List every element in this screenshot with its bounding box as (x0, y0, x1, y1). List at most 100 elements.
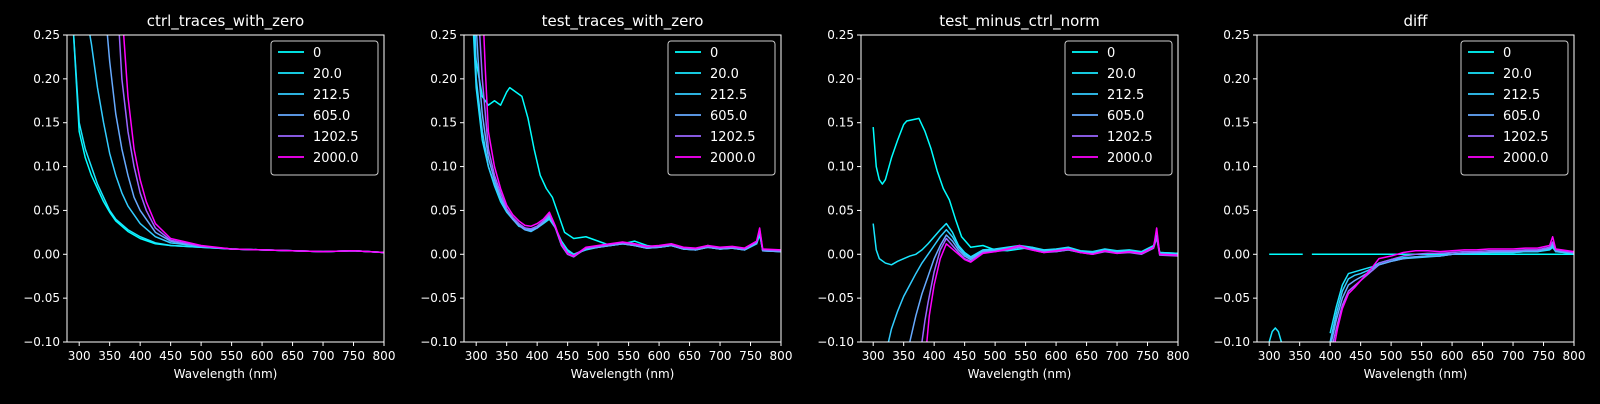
legend-entry-label: 212.5 (710, 88, 747, 103)
legend-entry-label: 2000.0 (1107, 151, 1153, 166)
chart-title: test_minus_ctrl_norm (939, 12, 1100, 31)
plot-frame (66, 34, 385, 343)
y-tick-label: −0.10 (23, 335, 60, 349)
legend-entry-label: 2000.0 (313, 151, 359, 166)
x-tick-label: 400 (526, 349, 549, 363)
y-tick-label: 0.05 (1223, 203, 1250, 217)
y-tick-label: 0.20 (430, 72, 457, 86)
x-tick-label: 300 (68, 349, 91, 363)
series-line-20.0 (1268, 246, 1574, 342)
x-axis-label: Wavelength (nm) (968, 367, 1072, 381)
y-tick-label: −0.10 (1213, 335, 1250, 349)
legend-entry-label: 1202.5 (1503, 130, 1549, 145)
x-tick-label: 300 (1258, 349, 1281, 363)
x-tick-label: 800 (770, 349, 793, 363)
x-tick-label: 500 (587, 349, 610, 363)
y-tick-label: 0.20 (33, 72, 60, 86)
y-tick-label: 0.20 (827, 72, 854, 86)
y-tick-label: 0.00 (827, 247, 854, 261)
x-tick-label: 400 (923, 349, 946, 363)
legend: 0 20.0 212.5 605.0 1202.5 2000.0 (1064, 40, 1173, 176)
legend-box (1064, 40, 1173, 176)
chart-panel-0: ctrl_traces_with_zero 300 350 400 450 500 550 6… (23, 12, 395, 381)
legend-entry-label: 212.5 (1107, 88, 1144, 103)
x-tick-label: 700 (709, 349, 732, 363)
x-tick-label: 350 (98, 349, 121, 363)
x-tick-label: 700 (312, 349, 335, 363)
y-tick-label: −0.10 (420, 335, 457, 349)
y-tick-label: 0.25 (827, 28, 854, 42)
x-tick-label: 750 (1532, 349, 1555, 363)
legend-entry-label: 212.5 (313, 88, 350, 103)
series-line-212.5 (1329, 244, 1574, 342)
x-tick-label: 550 (1014, 349, 1037, 363)
x-tick-label: 800 (1563, 349, 1586, 363)
x-axis-label: Wavelength (nm) (174, 367, 278, 381)
legend-entry-label: 0 (1107, 46, 1115, 61)
y-tick-label: 0.10 (33, 160, 60, 174)
x-tick-label: 650 (678, 349, 701, 363)
series-line-1202.5 (1332, 241, 1574, 342)
x-tick-label: 650 (1075, 349, 1098, 363)
x-tick-label: 500 (190, 349, 213, 363)
x-axis-label: Wavelength (nm) (1364, 367, 1468, 381)
legend-entry-label: 20.0 (313, 67, 342, 82)
legend-entry-label: 0 (710, 46, 718, 61)
plot-frame (860, 34, 1179, 343)
series-line-20.0 (872, 222, 1178, 266)
legend-box (1460, 40, 1569, 176)
series-line-2000.0 (1334, 235, 1574, 342)
x-axis-label: Wavelength (nm) (571, 367, 675, 381)
plot-frame (1256, 34, 1575, 343)
legend-entry-label: 605.0 (710, 109, 747, 124)
chart-title: ctrl_traces_with_zero (147, 12, 304, 31)
x-tick-label: 750 (1136, 349, 1159, 363)
legend-entry-label: 0 (1503, 46, 1511, 61)
x-tick-label: 650 (281, 349, 304, 363)
y-tick-label: 0.00 (430, 247, 457, 261)
legend-entry-label: 605.0 (1503, 109, 1540, 124)
x-tick-label: 550 (220, 349, 243, 363)
series-line-2000.0 (122, 35, 384, 254)
y-tick-label: −0.10 (817, 335, 854, 349)
y-tick-label: −0.05 (817, 291, 854, 305)
y-tick-label: 0.15 (430, 116, 457, 130)
x-tick-label: 300 (862, 349, 885, 363)
series-line-2000.0 (483, 35, 781, 257)
x-tick-label: 350 (892, 349, 915, 363)
y-tick-label: 0.00 (1223, 247, 1250, 261)
x-tick-label: 450 (556, 349, 579, 363)
y-tick-label: 0.20 (1223, 72, 1250, 86)
x-tick-label: 450 (953, 349, 976, 363)
chart-panel-1: test_traces_with_zero 300 350 400 450 500 550 6… (420, 12, 792, 381)
x-tick-label: 750 (342, 349, 365, 363)
legend-entry-label: 1202.5 (313, 130, 359, 145)
x-tick-label: 600 (1441, 349, 1464, 363)
x-tick-label: 500 (1380, 349, 1403, 363)
legend-entry-label: 20.0 (710, 67, 739, 82)
legend-entry-label: 605.0 (313, 109, 350, 124)
y-tick-label: 0.15 (33, 116, 60, 130)
chart-title: diff (1403, 12, 1428, 30)
x-tick-label: 550 (617, 349, 640, 363)
series-line-605.0 (1330, 243, 1574, 342)
x-tick-label: 500 (984, 349, 1007, 363)
x-tick-label: 600 (251, 349, 274, 363)
legend-entry-label: 2000.0 (710, 151, 756, 166)
x-tick-label: 450 (159, 349, 182, 363)
x-tick-label: 450 (1349, 349, 1372, 363)
y-tick-label: 0.10 (827, 160, 854, 174)
x-tick-label: 800 (373, 349, 396, 363)
x-tick-label: 600 (648, 349, 671, 363)
y-tick-label: −0.05 (23, 291, 60, 305)
y-tick-label: 0.10 (430, 160, 457, 174)
x-tick-label: 600 (1045, 349, 1068, 363)
y-tick-label: 0.10 (1223, 160, 1250, 174)
legend: 0 20.0 212.5 605.0 1202.5 2000.0 (1460, 40, 1569, 176)
legend: 0 20.0 212.5 605.0 1202.5 2000.0 (270, 40, 379, 176)
x-tick-label: 400 (129, 349, 152, 363)
y-tick-label: −0.05 (420, 291, 457, 305)
chart-title: test_traces_with_zero (542, 12, 704, 31)
x-tick-label: 650 (1471, 349, 1494, 363)
